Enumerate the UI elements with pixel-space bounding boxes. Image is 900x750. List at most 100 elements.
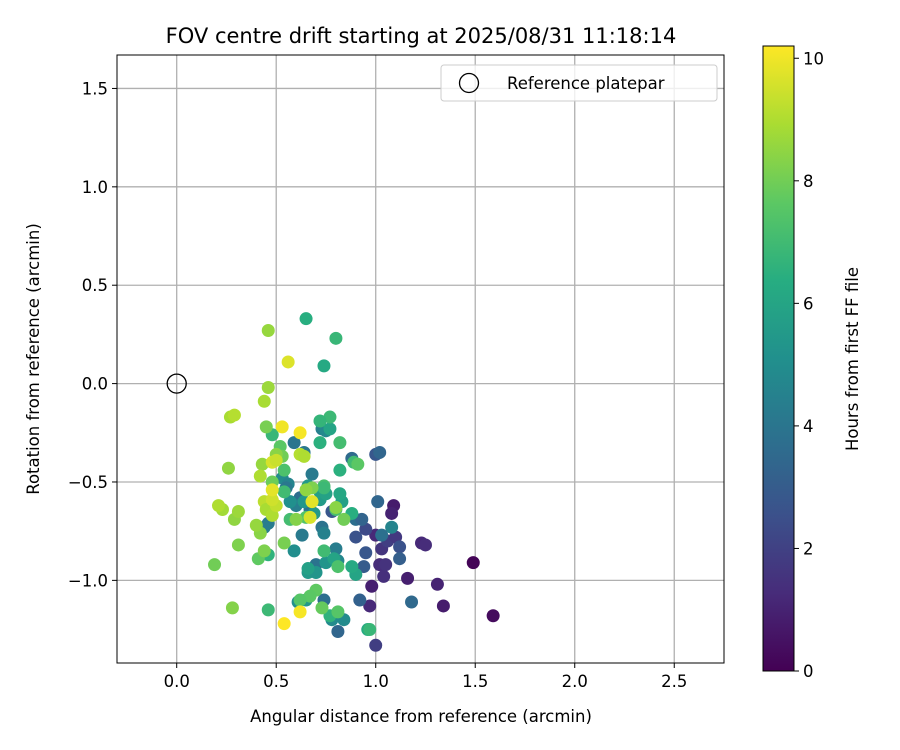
chart-title: FOV centre drift starting at 2025/08/31 … [166,24,677,48]
data-point [418,538,432,552]
data-point [430,577,444,591]
data-point [317,359,331,373]
colorbar-ticks: 0 2 4 6 8 10 [794,49,824,681]
x-tick-label: 1.5 [462,672,488,691]
data-point [261,603,275,617]
x-tick-label: 0.0 [164,672,190,691]
data-point [293,593,307,607]
x-axis-ticks: 0.0 0.5 1.0 1.5 2.0 2.5 [164,663,687,691]
reference-marker [166,373,187,394]
colorbar-tick-label: 4 [803,417,814,436]
plot-frame [116,54,725,664]
data-point [293,426,307,440]
data-point [287,436,301,450]
data-point [375,528,389,542]
data-point [371,495,385,509]
data-point [393,540,407,554]
data-point [225,601,239,615]
data-point [313,414,327,428]
data-point [466,556,480,570]
data-point [277,485,291,499]
reference-point [166,373,187,394]
data-point [357,560,371,574]
x-tick-label: 2.5 [661,672,687,691]
data-point [329,501,343,515]
data-point [379,558,393,572]
data-point [231,504,245,518]
data-point [315,601,329,615]
data-point [289,512,303,526]
colorbar-tick-label: 10 [803,49,824,68]
data-point [299,483,313,497]
data-point [353,593,367,607]
colorbar-tick-label: 6 [803,294,814,313]
data-point [349,530,363,544]
data-point [265,483,279,497]
data-point [265,493,279,507]
y-axis-ticks: 1.5 1.0 0.5 0.0 −0.5 −1.0 [68,79,117,590]
data-point [277,536,291,550]
data-point [323,422,337,436]
data-point [385,506,399,520]
data-point [261,323,275,337]
data-point [287,544,301,558]
data-point [329,542,343,556]
data-point [303,589,317,603]
y-tick-label: 0.0 [82,375,108,394]
x-tick-label: 2.0 [562,672,588,691]
data-point [299,312,313,326]
data-point [359,546,373,560]
data-point [351,457,365,471]
y-tick-label: −1.0 [68,571,108,590]
legend-label: Reference platepar [507,74,665,93]
data-point [255,457,269,471]
data-point [261,381,275,395]
legend-reference-marker [458,72,480,94]
colorbar-tick-label: 0 [803,662,814,681]
data-points [208,312,500,652]
data-point [363,623,377,637]
data-point [323,410,337,424]
data-point [277,463,291,477]
y-tick-label: 1.0 [82,178,108,197]
data-point [369,638,383,652]
data-point [333,487,347,501]
data-point [333,436,347,450]
data-point [303,510,317,524]
data-point [373,445,387,459]
data-point [337,512,351,526]
data-point [297,449,311,463]
data-point [355,512,369,526]
data-point [275,420,289,434]
x-tick-label: 0.5 [263,672,289,691]
data-point [317,481,331,495]
data-point [377,569,391,583]
data-point [313,436,327,450]
data-point [385,520,399,534]
data-point [401,571,415,585]
data-point [365,579,379,593]
data-point [329,331,343,345]
data-point [265,508,279,522]
data-point [221,461,235,475]
data-point [295,528,309,542]
data-point [359,522,373,536]
colorbar-label: Hours from first FF file [843,267,862,451]
y-tick-label: 1.5 [82,79,108,98]
data-point [305,495,319,509]
data-point [231,538,245,552]
data-point [249,518,263,532]
data-point [257,544,271,558]
grid [117,55,724,663]
y-axis-label: Rotation from reference (arcmin) [24,223,43,495]
data-point [253,469,267,483]
legend-box [440,64,718,102]
colorbar-frame [762,45,795,672]
data-point [363,599,377,613]
data-point [301,562,315,576]
x-tick-label: 1.0 [363,672,389,691]
data-point [317,544,331,558]
colorbar: 0 2 4 6 8 10 Hours from first FF file [762,45,862,681]
data-point [436,599,450,613]
